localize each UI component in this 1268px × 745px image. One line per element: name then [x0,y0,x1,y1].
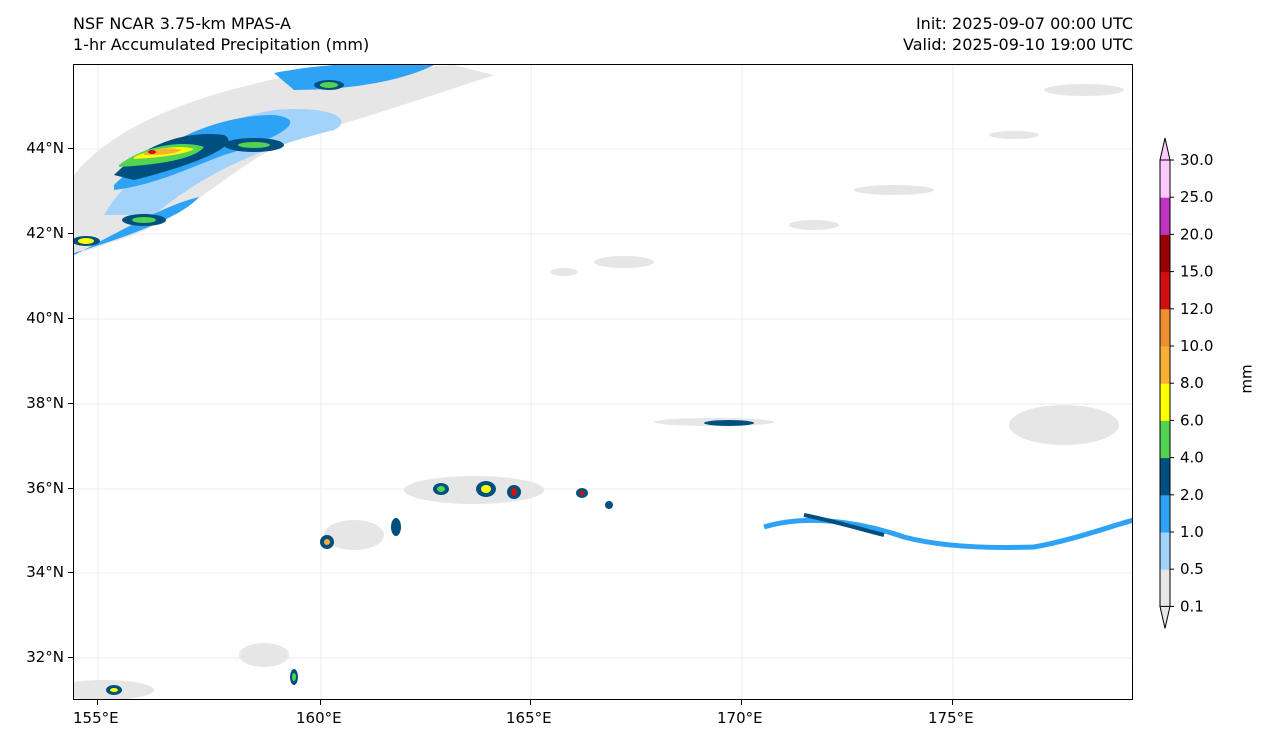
lat-tick-mark [68,657,73,658]
lon-tick-label: 165°E [506,709,552,727]
lon-tick-label: 170°E [717,709,763,727]
colorbar-level-label: 4.0 [1180,449,1204,467]
colorbar-level-label: 10.0 [1180,337,1213,355]
colorbar-segment [1160,532,1170,570]
colorbar-level-label: 20.0 [1180,225,1213,243]
precip-nw-band [74,65,494,255]
colorbar-extend-max [1159,137,1171,161]
title-line-2: 1-hr Accumulated Precipitation (mm) [73,35,370,54]
lat-tick-label: 32°N [26,648,64,666]
colorbar-segment [1160,569,1170,607]
colorbar-level-label: 12.0 [1180,300,1213,318]
colorbar-segment [1160,197,1170,235]
colorbar-level-label: 6.0 [1180,411,1204,429]
lat-tick-mark [68,403,73,404]
lat-tick-mark [68,318,73,319]
colorbar-level-label: 1.0 [1180,523,1204,541]
colorbar-segment [1160,383,1170,421]
colorbar-level-label: 15.0 [1180,263,1213,281]
lon-tick-mark [320,700,321,705]
colorbar-segment [1160,160,1170,198]
lat-tick-label: 40°N [26,309,64,327]
lon-tick-mark [530,700,531,705]
precip-light-patches [74,84,1124,699]
colorbar-segment [1160,271,1170,310]
colorbar-segment [1160,346,1170,384]
colorbar-level-label: 25.0 [1180,188,1213,206]
lon-tick-mark [97,700,98,705]
precip-field [74,65,1132,699]
colorbar-segment [1160,494,1170,533]
colorbar-level-label: 8.0 [1180,374,1204,392]
colorbar: 0.1 0.5 1.0 2.0 4.0 6.0 8.0 10.0 12.0 15.0 20.0 25.… [1150,130,1260,644]
lat-tick-mark [68,572,73,573]
lon-tick-label: 175°E [928,709,974,727]
lat-tick-mark [68,148,73,149]
colorbar-segment [1160,457,1170,496]
init-time: Init: 2025-09-07 00:00 UTC [915,14,1133,33]
lat-tick-mark [68,488,73,489]
colorbar-level-label: 2.0 [1180,486,1204,504]
lat-tick-label: 34°N [26,563,64,581]
valid-time: Valid: 2025-09-10 19:00 UTC [902,35,1133,54]
lon-tick-label: 155°E [73,709,119,727]
map-plot [73,64,1133,700]
lon-tick-mark [741,700,742,705]
colorbar-label: mm [1237,364,1256,394]
lat-tick-mark [68,233,73,234]
lon-tick-label: 160°E [296,709,342,727]
colorbar-level-label: 30.0 [1180,151,1213,169]
title-line-1: NSF NCAR 3.75-km MPAS-A [73,14,291,33]
precip-convective-cells [106,420,1132,695]
colorbar-segment [1160,234,1170,273]
colorbar-level-label: 0.5 [1180,560,1204,578]
lon-tick-mark [952,700,953,705]
lat-tick-label: 42°N [26,224,64,242]
lat-tick-label: 38°N [26,394,64,412]
colorbar-segment [1160,420,1170,459]
lat-tick-label: 36°N [26,479,64,497]
colorbar-segment [1160,308,1170,347]
lat-tick-label: 44°N [26,139,64,157]
colorbar-level-label: 0.1 [1180,597,1204,615]
colorbar-extend-min [1159,605,1171,629]
